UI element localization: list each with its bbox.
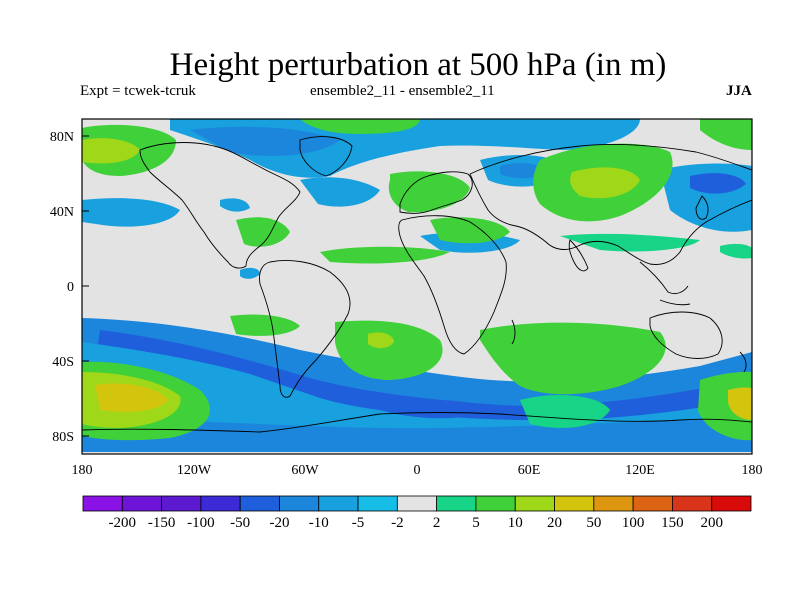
lat-label-40s: 40S	[52, 355, 74, 370]
colorbar-label: -20	[269, 515, 289, 531]
colorbar-swatch	[357, 495, 398, 512]
coast-australia	[649, 311, 723, 359]
coast-europe	[399, 171, 473, 214]
coast-asia	[469, 143, 752, 265]
colorbar-swatch	[239, 495, 280, 512]
negative-n-pacific-small	[220, 198, 250, 212]
positive-n-pacific-core	[82, 138, 140, 164]
positive-arctic	[300, 119, 420, 134]
positive-s-atlantic	[335, 320, 443, 380]
coast-se-asia	[639, 261, 691, 306]
polar-negative	[82, 418, 752, 452]
lon-label-120w: 120W	[177, 463, 212, 478]
colorbar-label: -10	[309, 515, 329, 531]
coast-south-america	[259, 260, 351, 398]
colorbar-label: 50	[586, 515, 601, 531]
colorbar-label: -2	[391, 515, 404, 531]
latitude-axis: 80N 40N 0 40S 80S	[50, 130, 89, 445]
coast-japan	[695, 195, 709, 220]
positive-siberia-core	[570, 167, 640, 199]
colorbar-swatch	[318, 495, 359, 512]
colorbar-swatch	[554, 495, 595, 512]
colorbar-label: -5	[352, 515, 365, 531]
ensemble-label: ensemble2_11 - ensemble2_11	[310, 83, 495, 99]
polar-negative-core	[380, 400, 490, 419]
coast-africa	[398, 215, 507, 355]
colorbar-swatch	[672, 495, 713, 512]
lat-label-40n: 40N	[50, 205, 74, 220]
coast-madagascar	[511, 319, 516, 345]
positive-e-europe	[430, 217, 510, 244]
colorbar-swatch	[711, 495, 752, 512]
positive-europe	[388, 171, 470, 213]
positive-india-ocean	[560, 233, 700, 252]
lat-label-80n: 80N	[50, 130, 74, 145]
colorbar-label: 5	[472, 515, 480, 531]
colorbar-swatch	[121, 495, 162, 512]
negative-small-1	[240, 267, 260, 279]
colorbar-swatch	[593, 495, 634, 512]
colorbar-label: 2	[433, 515, 441, 531]
lon-label-180w: 180	[72, 463, 93, 478]
positive-s-indian	[480, 322, 666, 395]
colorbar: -200 -150 -100 -50 -20 -10 -5 -2 2 5 10 20 50 100 150 2…	[82, 495, 752, 531]
positive-n-far-east	[700, 119, 752, 150]
coast-india	[568, 239, 589, 272]
negative-arctic-core	[190, 126, 340, 156]
positive-s-pacific-core	[95, 383, 168, 412]
lat-label-0: 0	[67, 280, 74, 295]
positive-s-s-america	[230, 314, 300, 336]
colorbar-label: -50	[230, 515, 250, 531]
colorbar-swatch	[279, 495, 320, 512]
colorbar-label: 100	[622, 515, 645, 531]
colorbar-swatch	[396, 495, 438, 512]
positive-small-1	[720, 243, 752, 259]
coast-antarctica	[82, 412, 752, 433]
lon-label-60e: 60E	[518, 463, 541, 478]
colorbar-label: 200	[700, 515, 723, 531]
colorbar-label: 10	[508, 515, 523, 531]
positive-tropical-atlantic	[320, 246, 450, 264]
lat-label-80s: 80S	[52, 430, 74, 445]
colorbar-swatch	[161, 495, 202, 512]
colorbar-swatch	[514, 495, 555, 512]
colorbar-label: -200	[109, 515, 137, 531]
longitude-axis: 180 120W 60W 0 60E 120E 180	[72, 463, 763, 478]
negative-n-atlantic	[300, 177, 380, 207]
negative-n-pacific-band	[82, 198, 180, 227]
colorbar-label: -100	[187, 515, 215, 531]
season-label: JJA	[726, 83, 752, 99]
colorbar-swatch	[436, 495, 477, 512]
colorbar-label: 150	[661, 515, 684, 531]
coast-north-america	[139, 142, 301, 269]
positive-s-pacific-east-core	[728, 387, 752, 420]
coast-new-zealand	[739, 351, 747, 373]
lon-label-180e: 180	[742, 463, 763, 478]
colorbar-swatch	[200, 495, 241, 512]
coastlines	[82, 136, 752, 433]
map-field	[82, 119, 752, 454]
negative-east-asia-core	[690, 173, 746, 194]
experiment-label: Expt = tcwek-tcruk	[80, 83, 196, 99]
lon-label-120e: 120E	[625, 463, 655, 478]
colorbar-swatch	[82, 495, 123, 512]
map-title: Height perturbation at 500 hPa (in m)	[169, 47, 667, 83]
lon-label-60w: 60W	[291, 463, 319, 478]
coast-greenland	[299, 136, 353, 177]
lon-label-0: 0	[414, 463, 421, 478]
positive-n-america	[236, 217, 290, 247]
positive-s-atlantic-core	[368, 332, 394, 349]
colorbar-label: 20	[547, 515, 562, 531]
colorbar-swatch	[632, 495, 673, 512]
colorbar-swatch	[475, 495, 516, 512]
colorbar-label: -150	[148, 515, 176, 531]
